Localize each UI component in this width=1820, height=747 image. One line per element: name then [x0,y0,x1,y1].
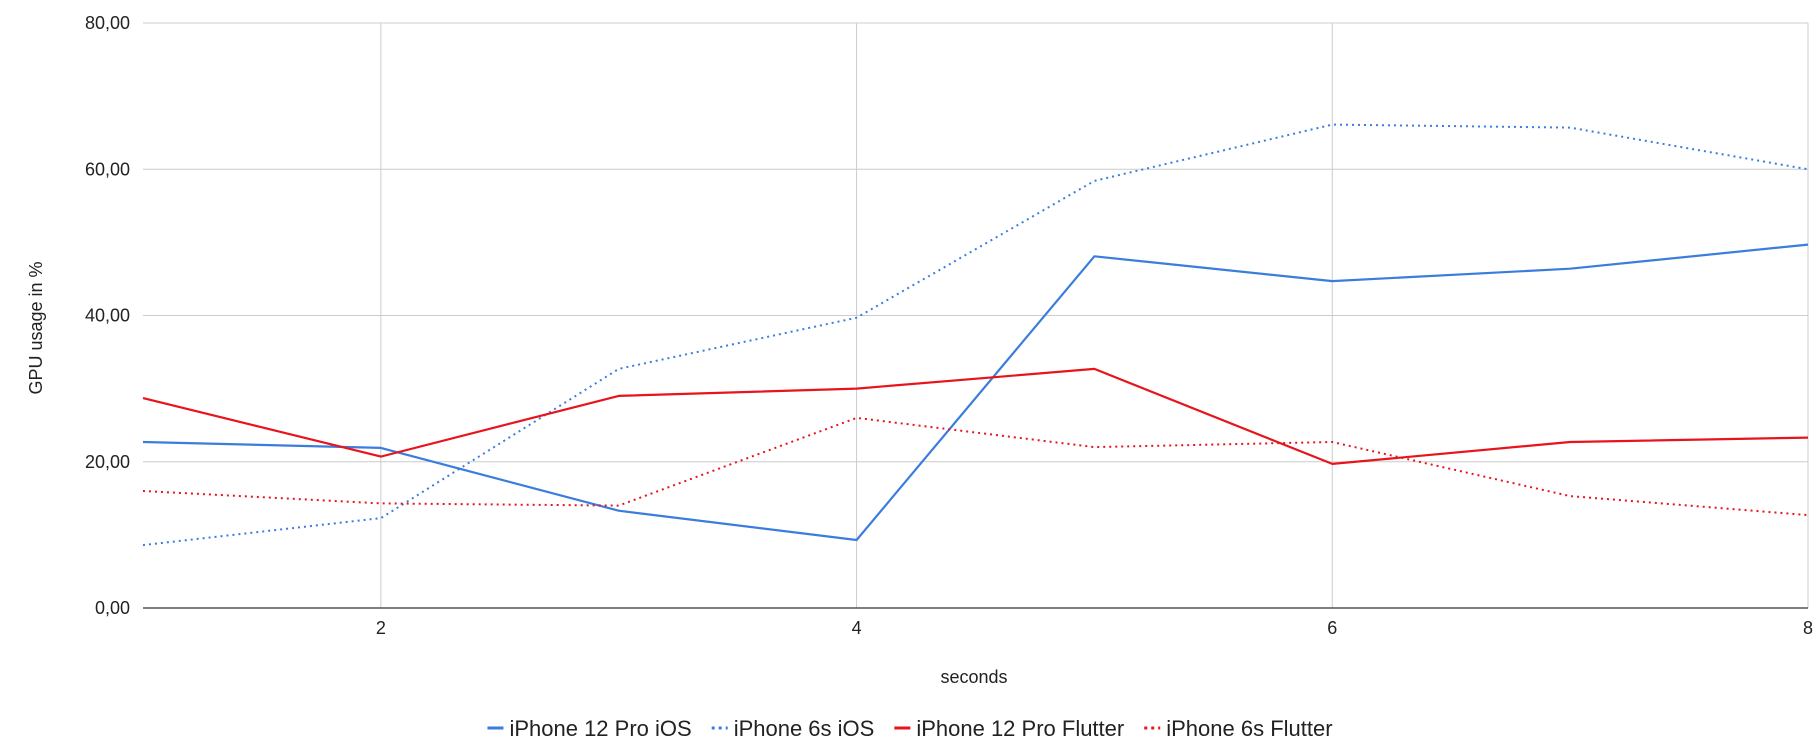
x-axis-title: seconds [940,667,1007,687]
y-tick-label: 0,00 [95,598,130,618]
x-tick-label: 8 [1803,618,1813,638]
legend-label: iPhone 6s iOS [734,716,875,741]
y-tick-label: 80,00 [85,13,130,33]
series-line-1 [142,243,1809,542]
tick-labels: 0,00 20,00 40,00 60,00 80,00 2 4 6 8 [85,13,1813,638]
y-tick-label: 40,00 [85,306,130,326]
grid [143,22,1809,608]
y-tick-label: 60,00 [85,159,130,179]
series-lines [142,123,1809,547]
legend-label: iPhone 12 Pro iOS [509,716,691,741]
x-tick-label: 4 [852,618,862,638]
series-line-2 [142,123,1809,547]
x-tick-label: 6 [1327,618,1337,638]
legend-label: iPhone 6s Flutter [1166,716,1332,741]
x-tick-label: 2 [376,618,386,638]
series-line-3 [142,367,1809,465]
y-tick-label: 20,00 [85,452,130,472]
y-axis-title: GPU usage in % [26,261,46,394]
series-line-4 [142,416,1809,517]
legend: iPhone 12 Pro iOS iPhone 6s iOS iPhone 12 … [487,716,1333,741]
legend-label: iPhone 12 Pro Flutter [916,716,1124,741]
